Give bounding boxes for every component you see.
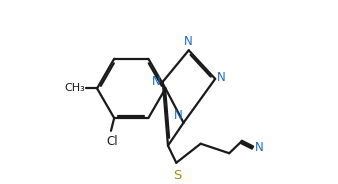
Text: N: N — [255, 141, 263, 154]
Text: N: N — [184, 35, 193, 48]
Text: N: N — [217, 72, 225, 84]
Text: Cl: Cl — [106, 135, 118, 148]
Text: CH₃: CH₃ — [64, 83, 85, 93]
Text: N: N — [174, 109, 183, 122]
Text: S: S — [173, 169, 181, 182]
Text: N: N — [152, 75, 161, 88]
